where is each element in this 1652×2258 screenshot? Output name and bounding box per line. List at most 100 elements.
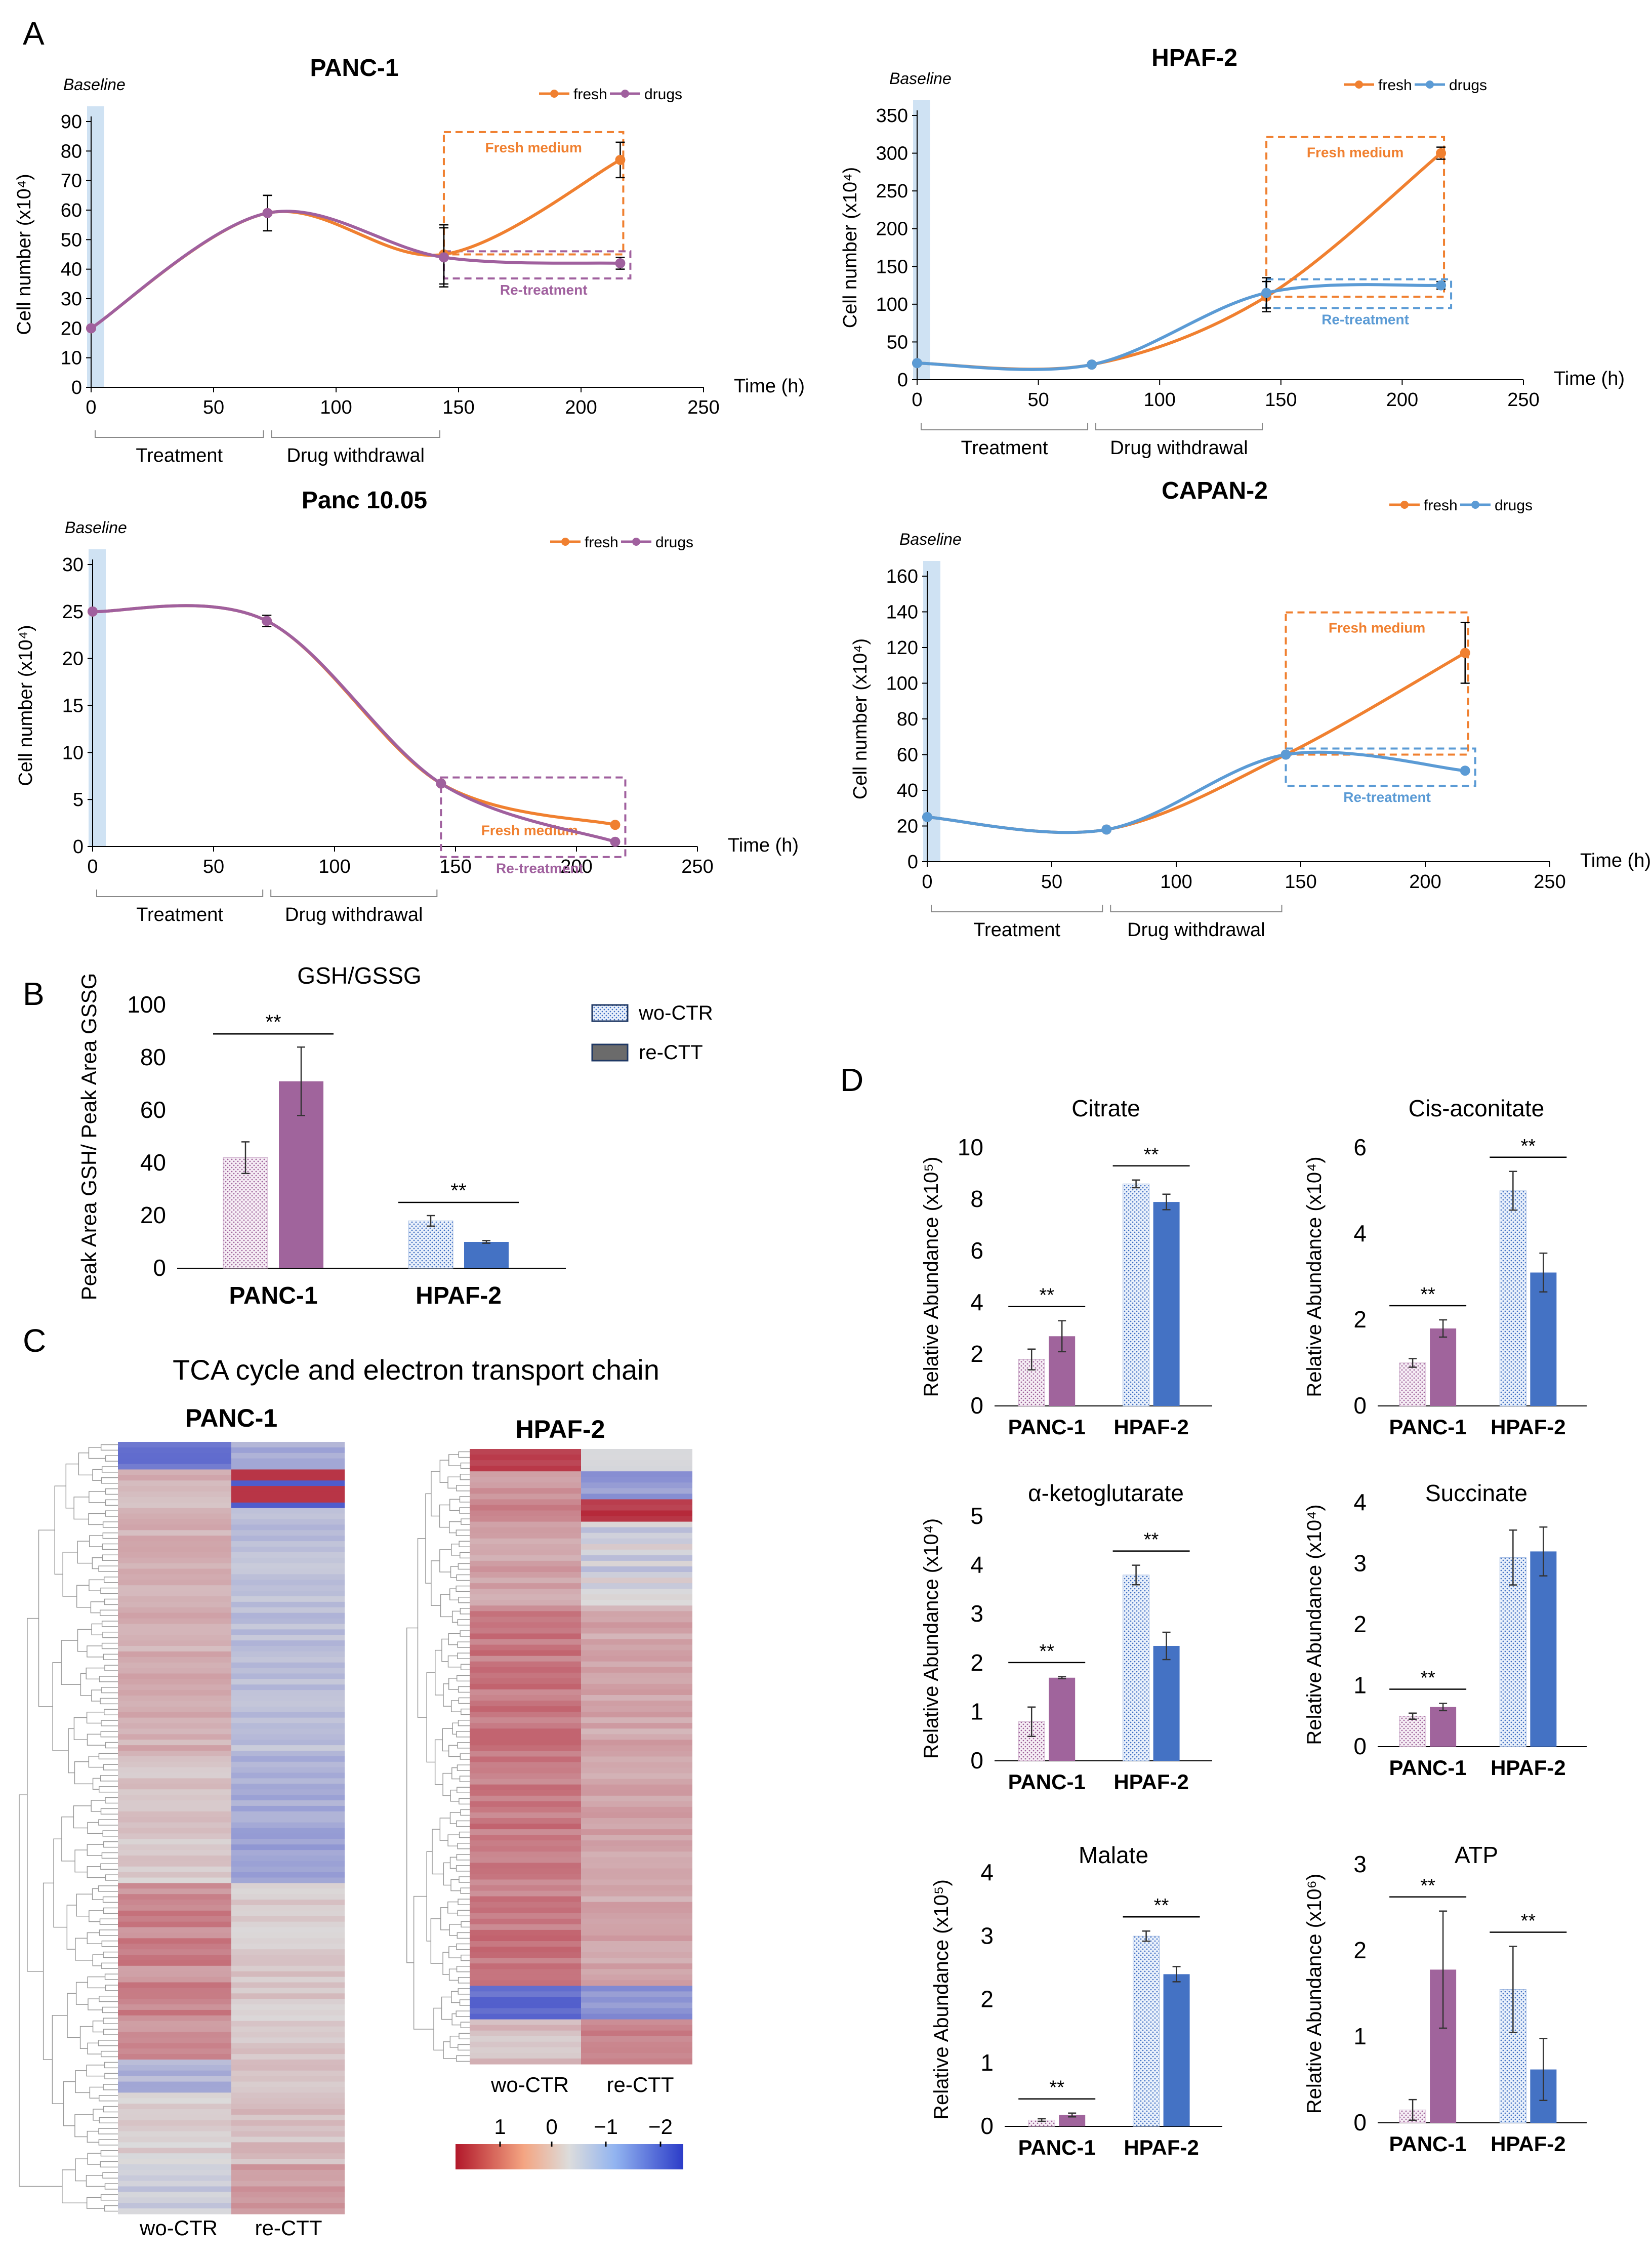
heatmap-cell (118, 2109, 231, 2115)
dendrogram-branch (460, 1462, 470, 1469)
heatmap-cell (470, 2008, 581, 2014)
heatmap-cell (581, 1672, 692, 1679)
x-tick-label: 200 (1409, 871, 1441, 893)
heatmap-cell (118, 1513, 231, 1520)
dendrogram-branch (98, 2040, 118, 2046)
heatmap-cell (470, 1902, 581, 1908)
drug-withdrawal-bracket (1095, 423, 1263, 430)
heatmap-cell (231, 1833, 345, 1839)
series-line-fresh (92, 604, 616, 827)
y-tick-label: 160 (886, 566, 918, 587)
heatmap-cell (231, 1999, 345, 2005)
dendrogram-branch (105, 1455, 118, 1462)
re-treatment-label: Re-treatment (500, 282, 588, 298)
heatmap-cell (231, 1988, 345, 1994)
heatmap-cell (118, 2092, 231, 2099)
dendrogram-branch (433, 2007, 444, 2051)
heatmap-cell (118, 1999, 231, 2005)
heatmap-cell (581, 1868, 692, 1875)
heatmap-cell (470, 2002, 581, 2009)
dendrogram-branch (456, 1820, 470, 1827)
y-tick-label: 20 (897, 816, 918, 837)
heatmap-cell (118, 1866, 231, 1873)
heatmap-cell (470, 1779, 581, 1785)
heatmap-cell (118, 1800, 231, 1806)
heatmap-cell (118, 1965, 231, 1972)
heatmap-cell (118, 2004, 231, 2010)
dendrogram-branch (102, 1543, 118, 1550)
heatmap-cell (118, 2054, 231, 2060)
dendrogram-branch (100, 2161, 118, 2168)
heatmap-cell (581, 1723, 692, 1729)
y-tick-label: 20 (140, 1202, 166, 1228)
x-tick-label: 50 (1027, 389, 1049, 411)
heatmap-cell (118, 1861, 231, 1867)
heatmap-cell (581, 1784, 692, 1791)
baseline-label: Baseline (899, 530, 962, 548)
heatmap-cell (231, 1696, 345, 1702)
heatmap-cell (118, 1949, 231, 1955)
heatmap-cell (231, 2087, 345, 2093)
dendrogram-branch (449, 1812, 461, 1824)
heatmap-cell (231, 1480, 345, 1486)
heatmap-cell (231, 1662, 345, 1669)
category-label: HPAF-2 (1124, 2135, 1199, 2159)
x-tick-label: 0 (912, 389, 922, 411)
dendrogram-branch (456, 1585, 470, 1592)
heatmap-cell (118, 2087, 231, 2093)
dendrogram-branch (459, 1552, 470, 1559)
heatmap-cell (118, 2197, 231, 2203)
series-line-drugs (90, 210, 621, 330)
dendrogram-branch (460, 1664, 470, 1671)
heatmap-cell (231, 1900, 345, 1906)
heatmap-cell (470, 1555, 581, 1561)
heatmap-cell (470, 1863, 581, 1869)
y-tick-label: 100 (886, 673, 918, 695)
heatmap-cell (231, 1894, 345, 1900)
heatmap-cell (231, 1977, 345, 1983)
bar-re-CTT (1059, 2115, 1086, 2126)
heatmap-cell (581, 1745, 692, 1752)
heatmap-cell (231, 2186, 345, 2193)
dendrogram-branch (65, 1463, 79, 1509)
treatment-bracket (95, 430, 264, 438)
heatmap-cell (231, 2181, 345, 2187)
fresh-medium-label: Fresh medium (485, 140, 582, 155)
heatmap-cell (231, 2109, 345, 2115)
heatmap-cell (231, 1453, 345, 1459)
heatmap-cell (118, 1612, 231, 1619)
heatmap-cell (470, 1460, 581, 1466)
heatmap-cell (231, 1723, 345, 1729)
heatmap-cell (118, 1900, 231, 1906)
dendrogram-branch (19, 1794, 62, 2187)
y-tick-label: 0 (73, 836, 84, 858)
heatmap-cell (118, 1960, 231, 1966)
heatmap-cell (118, 1624, 231, 1630)
dendrogram-branch (99, 1918, 118, 1925)
data-point-drugs (922, 812, 932, 822)
heatmap-cell (231, 1756, 345, 1762)
dendrogram-branch (460, 1753, 470, 1760)
heatmap-cell (231, 1563, 345, 1569)
significance-marker: ** (1154, 1895, 1169, 1916)
y-tick-label: 70 (61, 171, 82, 192)
data-point-drugs (438, 252, 449, 263)
heatmap-cell (231, 1497, 345, 1503)
bar-chart-gsh-gssg: GSH/GSSG 0 20 40 60 80 100 Peak Area GSH/ Peak … (77, 962, 566, 1309)
dendrogram-branch (457, 1641, 470, 1648)
dendrogram-branch (451, 1610, 461, 1623)
bar-wo-CTR (1499, 1190, 1526, 1406)
heatmap-cell (118, 1751, 231, 1757)
dendrogram-branch (89, 1579, 104, 1591)
y-tick-label: 3 (980, 1922, 994, 1949)
heatmap-cell (470, 1857, 581, 1863)
fresh-medium-box (1265, 136, 1446, 298)
dendrogram-branch (449, 1588, 459, 1600)
heatmap-cell (470, 1505, 581, 1511)
y-tick-label: 0 (1353, 1392, 1367, 1419)
treatment-bracket (931, 905, 1103, 912)
heatmap-cell (231, 1745, 345, 1751)
heatmap-cell (581, 1706, 692, 1712)
chart-title: Citrate (1071, 1095, 1140, 1121)
dendrogram-branch (88, 1756, 104, 1768)
